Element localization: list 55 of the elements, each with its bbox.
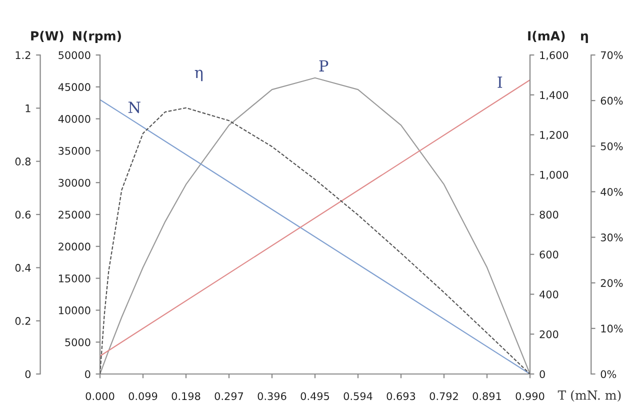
x-tick-label: 0.990 (516, 392, 544, 400)
y-tick-label: 200 (540, 330, 558, 338)
y-tick-label: 400 (540, 290, 558, 298)
x-tick-label: 0.792 (430, 392, 458, 400)
y2-axis-title: N(rpm) (73, 30, 121, 43)
x-tick-label: 0.198 (172, 392, 200, 400)
y2-tick-label: 25000 (58, 210, 90, 219)
y-tick-label: 1,400 (540, 91, 568, 100)
y2-tick-label: 50% (600, 142, 623, 150)
series-label: η (194, 70, 203, 82)
y-axis-title: P(W) (31, 30, 64, 42)
series-label: P (319, 60, 328, 72)
y-tick-label: 1,000 (540, 170, 568, 180)
y2-tick-label: 15000 (58, 274, 90, 282)
y2-tick-label: 40000 (58, 115, 90, 123)
y2-tick-label: 20% (600, 279, 623, 287)
y-tick-label: 0.6 (15, 210, 31, 219)
x-tick-label: 0.396 (258, 392, 286, 400)
y-tick-label: 0.4 (15, 264, 31, 272)
y-tick-label: 800 (540, 210, 558, 219)
y-tick-label: 1.2 (16, 51, 30, 59)
x-tick-label: 0.000 (86, 392, 114, 400)
y2-axis-title: η (581, 33, 588, 43)
y2-tick-label: 0% (600, 370, 616, 378)
y-tick-label: 0.8 (15, 158, 31, 166)
series-label: N (128, 102, 140, 114)
y2-tick-label: 30000 (58, 178, 90, 187)
y2-tick-label: 35000 (58, 146, 90, 155)
y-tick-label: 0.2 (15, 317, 30, 325)
y2-tick-label: 60% (600, 96, 623, 105)
y2-tick-label: 40% (600, 188, 623, 196)
y2-tick-label: 30% (600, 234, 623, 242)
y2-tick-label: 50000 (58, 51, 90, 60)
x-tick-label: 0.495 (300, 392, 329, 400)
y2-tick-label: 10000 (58, 306, 90, 314)
y2-tick-label: 10% (601, 324, 623, 333)
x-tick-label: 0.891 (472, 392, 501, 400)
x-tick-label: 0.099 (128, 392, 158, 400)
y2-tick-label: 45000 (58, 83, 90, 92)
y-tick-label: 1,600 (540, 51, 568, 60)
y2-tick-label: 0 (85, 370, 90, 378)
y-tick-label: 0 (540, 370, 545, 378)
y-tick-label: 1,200 (540, 130, 568, 140)
y-tick-label: 0 (25, 370, 31, 378)
y-tick-label: 600 (540, 250, 558, 258)
x-tick-label: 0.594 (344, 392, 372, 400)
x-axis-title: T (mN. m) (558, 390, 621, 402)
y2-tick-label: 5000 (65, 338, 90, 346)
y-tick-label: 1 (26, 104, 30, 112)
y2-tick-label: 20000 (58, 242, 90, 251)
y-axis-title: I(mA) (528, 30, 565, 42)
y2-tick-label: 70% (600, 51, 623, 60)
x-tick-label: 0.693 (386, 392, 416, 400)
series-label: I (498, 76, 502, 88)
x-tick-label: 0.297 (214, 392, 244, 400)
